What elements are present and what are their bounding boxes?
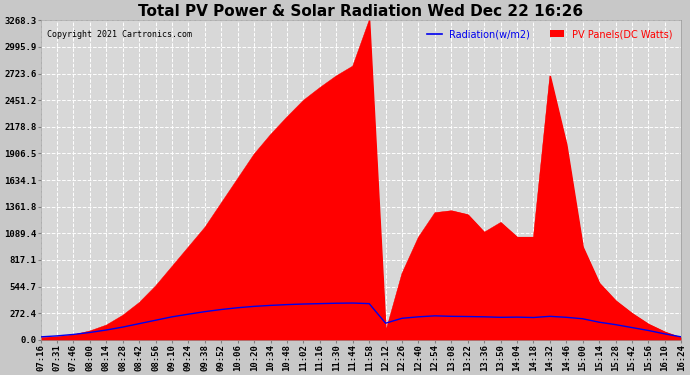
Legend: Radiation(w/m2), PV Panels(DC Watts): Radiation(w/m2), PV Panels(DC Watts)	[423, 25, 676, 43]
Text: Copyright 2021 Cartronics.com: Copyright 2021 Cartronics.com	[47, 30, 192, 39]
Title: Total PV Power & Solar Radiation Wed Dec 22 16:26: Total PV Power & Solar Radiation Wed Dec…	[139, 4, 584, 19]
